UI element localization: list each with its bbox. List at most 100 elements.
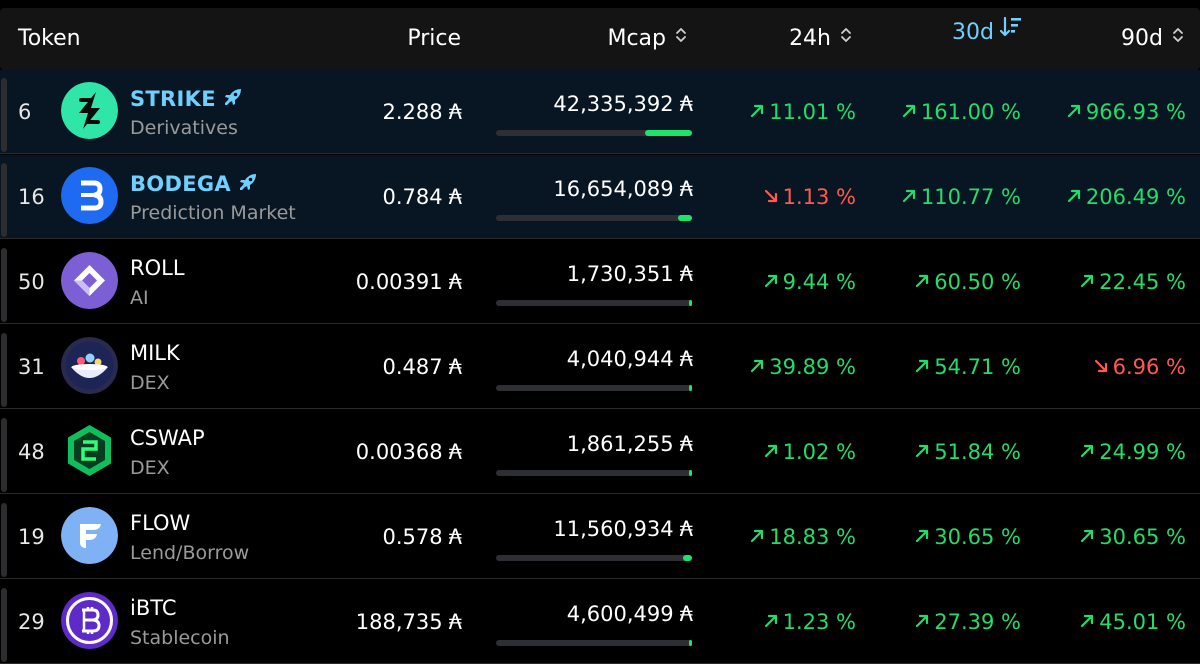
token-category: Derivatives [130,117,238,139]
arrow-down-right-icon [763,155,779,239]
mcap-value: 42,335,392 [553,92,674,116]
token-name[interactable]: MILK [130,341,180,365]
ada-symbol: ₳ [679,347,693,371]
table-row[interactable]: 19 FLOW Lend/Borrow 0.578 ₳ 11,560,934 ₳ 18.83 … [0,495,1200,579]
mcap-progress-bar [496,555,692,561]
arrow-up-right-icon [901,70,917,154]
arrow-up-right-icon [1079,240,1095,324]
change-d90d: 966.93 % [1066,70,1186,154]
ada-symbol: ₳ [679,432,693,456]
change-value: 27.39 % [934,610,1021,634]
token-price: 2.288 ₳ [383,70,463,154]
header-30d[interactable]: 30d [952,2,1022,64]
change-d30d: 54.71 % [914,325,1021,409]
change-value: 22.45 % [1099,270,1186,294]
price-value: 0.00391 [355,270,443,294]
table-row[interactable]: 50 ROLL AI 0.00391 ₳ 1,730,351 ₳ 9.44 % 60.50 % 2… [0,240,1200,324]
token-category: AI [130,287,149,309]
arrow-up-right-icon [1066,70,1082,154]
change-d90d: 45.01 % [1079,580,1186,664]
table-row[interactable]: 29 iBTC Stablecoin 188,735 ₳ 4,600,499 ₳ 1.23 %… [0,580,1200,664]
change-d90d: 206.49 % [1066,155,1186,239]
mcap-progress-bar [496,470,692,476]
token-name[interactable]: ROLL [130,256,185,280]
mcap-progress-fill [689,300,692,306]
change-d30d: 27.39 % [914,580,1021,664]
header-24h[interactable]: 24h [789,8,853,70]
ada-symbol: ₳ [679,177,693,201]
table-row[interactable]: 16 BODEGA Prediction Market 0.784 ₳ 16,654,08… [0,155,1200,239]
arrow-down-right-icon [1093,325,1109,409]
token-name-text: FLOW [130,511,191,535]
strike-logo-icon [61,82,118,139]
token-name[interactable]: FLOW [130,511,190,535]
change-d30d: 110.77 % [901,155,1021,239]
token-price: 0.487 ₳ [383,325,463,409]
price-value: 0.00368 [355,440,443,464]
mcap-progress-fill [683,555,692,561]
ada-symbol: ₳ [679,602,693,626]
change-d30d: 161.00 % [901,70,1021,154]
change-d90d: 24.99 % [1079,410,1186,494]
change-value: 45.01 % [1099,610,1186,634]
milk-logo-icon [61,337,118,394]
arrow-up-right-icon [1079,495,1095,579]
arrow-up-right-icon [914,410,930,494]
mcap-value: 4,040,944 [566,347,674,371]
token-name[interactable]: iBTC [130,596,177,620]
token-name-text: MILK [130,341,180,365]
table-header: Token Price Mcap 24h 30d 90d [0,8,1200,70]
arrow-up-right-icon [763,410,779,494]
token-mcap: 4,600,499 ₳ [567,602,693,626]
change-value: 51.84 % [934,440,1021,464]
table-row[interactable]: 48 CSWAP DEX 0.00368 ₳ 1,861,255 ₳ 1.02 % 51.84 … [0,410,1200,494]
header-mcap[interactable]: Mcap [607,8,688,70]
rank-number: 19 [18,525,45,549]
flow-logo-icon [61,507,118,564]
sort-updown-icon[interactable] [839,8,853,70]
token-name[interactable]: CSWAP [130,426,205,450]
change-value: 18.83 % [769,525,856,549]
header-24h-label: 24h [789,26,831,51]
change-d30d: 51.84 % [914,410,1021,494]
change-value: 60.50 % [934,270,1021,294]
rank-number: 16 [18,185,45,209]
mcap-progress-fill [689,385,692,391]
mcap-progress-bar [496,130,692,136]
change-value: 30.65 % [1099,525,1186,549]
token-name-text: CSWAP [130,426,205,450]
token-mcap: 11,560,934 ₳ [553,517,693,541]
mcap-progress-bar [496,300,692,306]
price-value: 0.578 [382,525,443,549]
table-row[interactable]: 6 STRIKE Derivatives 2.288 ₳ 42,335,392 ₳ 11.01… [0,70,1200,154]
rank-number: 48 [18,440,45,464]
price-value: 2.288 [382,100,443,124]
price-value: 188,735 [355,610,443,634]
arrow-up-right-icon [749,495,765,579]
change-d90d: 22.45 % [1079,240,1186,324]
table-row[interactable]: 31 MILK DEX 0.487 ₳ 4,040,944 ₳ 39.89 % 54.71 % 6… [0,325,1200,409]
change-value: 110.77 % [920,185,1021,209]
arrow-up-right-icon [901,155,917,239]
token-name-text: iBTC [130,596,177,620]
token-mcap: 1,730,351 ₳ [567,262,693,286]
token-mcap: 16,654,089 ₳ [553,177,693,201]
ibtc-logo-icon [61,592,118,649]
change-d90d: 30.65 % [1079,495,1186,579]
mcap-progress-bar [496,385,692,391]
arrow-up-right-icon [914,325,930,409]
token-price: 0.784 ₳ [383,155,463,239]
header-price[interactable]: Price [407,26,461,51]
arrow-up-right-icon [914,240,930,324]
ada-symbol: ₳ [448,355,462,379]
token-name[interactable]: STRIKE [130,86,244,113]
header-90d[interactable]: 90d [1121,8,1185,70]
ada-symbol: ₳ [679,92,693,116]
rank-number: 6 [18,100,32,124]
token-name[interactable]: BODEGA [130,171,259,198]
token-price: 0.00391 ₳ [356,240,462,324]
sort-updown-icon[interactable] [1171,8,1185,70]
sort-descending-icon[interactable] [999,2,1022,64]
row-indicator [1,588,7,662]
sort-updown-icon[interactable] [674,8,688,70]
